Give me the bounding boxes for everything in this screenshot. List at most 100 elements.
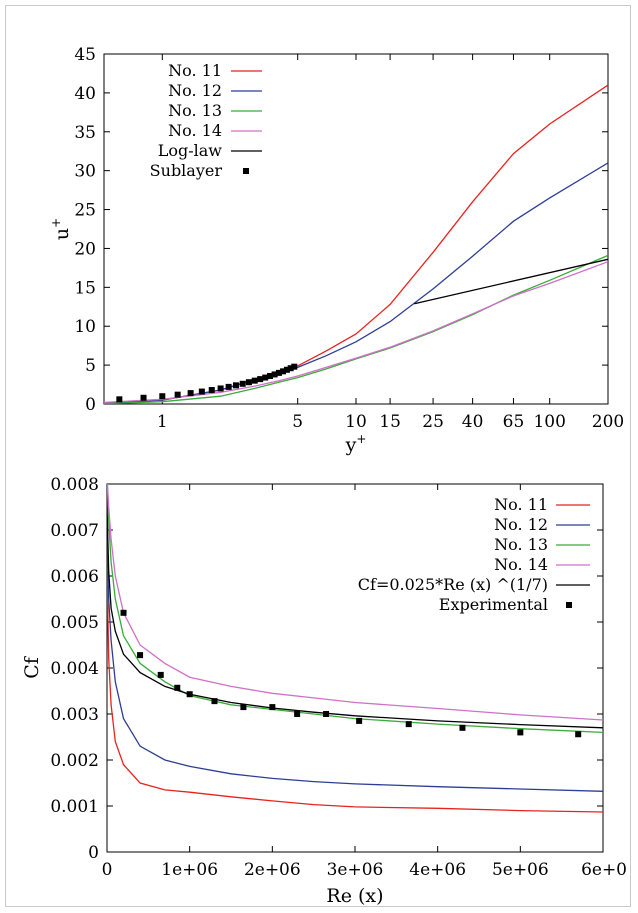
plot2-series-group [107, 484, 603, 813]
plot2-ytick-label: 0.002 [50, 751, 99, 771]
plot2-legend-label-no-13: No. 13 [494, 535, 548, 554]
plot1-ytick-label: 45 [74, 45, 96, 65]
plot1-point-sublayer [225, 383, 232, 390]
plot1-xtick-label: 15 [379, 412, 401, 432]
plot2-legend-marker-experimental [566, 602, 572, 608]
plot2-point-experimental [174, 684, 181, 691]
plot2-ytick-label: 0.003 [50, 705, 99, 725]
plot1-xtick-label: 65 [503, 412, 525, 432]
plot1-point-sublayer [267, 373, 274, 379]
plot1-legend-marker-sublayer [243, 168, 249, 174]
plot2-line-no-14 [107, 484, 603, 721]
plot1-legend-label-no-13: No. 13 [168, 101, 222, 120]
plot2-legend-label-no-12: No. 12 [494, 515, 548, 534]
plot1-point-sublayer [116, 396, 123, 403]
plot1-xtick-label: 25 [422, 412, 444, 432]
plot2-xtick-label: 2e+06 [244, 860, 301, 880]
plot1-point-sublayer [239, 380, 246, 387]
plot1-point-sublayer [140, 394, 147, 401]
plot1-point-sublayer [251, 377, 258, 384]
plot2-xlabel: Re (x) [326, 885, 383, 907]
plot1-xtick-label: 1 [157, 412, 168, 432]
plot1-xlabel: y+ [345, 432, 367, 456]
plot1-xtick-label: 100 [533, 412, 565, 432]
plot2-point-experimental [186, 691, 193, 698]
plot2-legend-label-experimental: Experimental [439, 595, 548, 614]
plot2-xtick-label: 5e+06 [492, 860, 549, 880]
plot2-legend-label-no-14: No. 14 [494, 555, 548, 574]
plot2-legend-label-cf-0-025-re-x-1-7: Cf=0.025*Re (x) ^(1/7) [358, 575, 548, 594]
plot1-legend-label-no-11: No. 11 [168, 61, 222, 80]
plot1-xtick-label: 5 [292, 412, 303, 432]
plot2-ytick-label: 0.007 [50, 521, 99, 541]
plot2-ytick-label: 0.008 [50, 475, 99, 495]
plot2-ytick-label: 0 [88, 843, 99, 863]
plot2-legend-label-no-11: No. 11 [494, 495, 548, 514]
plot1-ytick-label: 35 [74, 123, 96, 143]
plot2-xtick-label: 0 [102, 860, 113, 880]
plot1-ytick-label: 10 [74, 317, 96, 337]
plot1-legend-label-no-12: No. 12 [168, 81, 222, 100]
plot1-ylabel: u+ [49, 218, 73, 240]
plot2-point-experimental [323, 711, 330, 717]
plot1-point-sublayer [208, 387, 215, 393]
plot1-series-group [104, 84, 608, 404]
plot1-ytick-label: 30 [74, 162, 96, 182]
plot1-ytick-label: 15 [74, 278, 96, 298]
plot1-ytick-label: 40 [74, 84, 96, 104]
plot2-point-experimental [269, 704, 276, 711]
plot1-point-sublayer [283, 366, 290, 373]
plot2-ylabel: Cf [21, 655, 43, 679]
plot2-point-experimental [137, 652, 144, 659]
plot1-line-log-law [414, 258, 608, 305]
plot1-point-sublayer [262, 374, 269, 381]
plot1-legend-label-sublayer: Sublayer [150, 161, 223, 180]
plot2-point-experimental [294, 711, 301, 717]
plot2-point-experimental [575, 731, 582, 738]
plot2-point-experimental [240, 704, 247, 711]
plot1-ytick-label: 0 [85, 395, 96, 415]
plot1-legend-label-no-14: No. 14 [168, 121, 222, 140]
plot1-line-no-13 [104, 254, 608, 404]
plot2-xtick-label: 6e+0 [581, 860, 627, 880]
plot1-point-sublayer [159, 393, 166, 400]
plot1-point-sublayer [232, 382, 239, 389]
plot2-point-experimental [459, 724, 466, 731]
plot1-point-sublayer [291, 363, 298, 370]
plot2-ytick-label: 0.006 [50, 567, 99, 587]
plot2-point-experimental [157, 671, 164, 678]
plot2-point-experimental [356, 717, 363, 724]
plot1-point-sublayer [287, 365, 294, 372]
plot2-xtick-label: 1e+06 [161, 860, 218, 880]
plot1-point-sublayer [257, 376, 264, 383]
plot1-point-sublayer [245, 379, 252, 386]
plot1-xtick-label: 40 [462, 412, 484, 432]
plot2-point-experimental [405, 721, 412, 728]
plot2-point-experimental [517, 729, 524, 736]
plot1-point-sublayer [174, 391, 181, 398]
plot1-xtick-label: 10 [345, 412, 367, 432]
plot1-legend-label-log-law: Log-law [158, 141, 223, 160]
plot1-ytick-label: 25 [74, 201, 96, 221]
plot1-point-sublayer [280, 368, 287, 375]
plot1-point-sublayer [271, 371, 278, 378]
plot1-point-sublayer [198, 388, 205, 395]
plot2-ytick-label: 0.001 [50, 797, 99, 817]
plot2-point-experimental [120, 609, 127, 616]
plot2-xtick-label: 4e+06 [409, 860, 466, 880]
plot2-xtick-label: 3e+06 [327, 860, 384, 880]
plot1-line-no-12 [104, 162, 608, 404]
plot1-ytick-label: 20 [74, 239, 96, 259]
plot2-ytick-label: 0.005 [50, 613, 99, 633]
plot1-line-no-14 [104, 261, 608, 404]
plot1-ytick-label: 5 [85, 356, 96, 376]
plot2-line-no-12 [107, 539, 603, 792]
plot2-line-no-11 [107, 566, 603, 813]
plot1-point-sublayer [187, 390, 194, 397]
plot1-point-sublayer [217, 385, 224, 392]
plot1-point-sublayer [275, 369, 282, 376]
plot2-ytick-label: 0.004 [50, 659, 99, 679]
plot2-point-experimental [211, 698, 218, 705]
figure-frame [5, 5, 631, 907]
